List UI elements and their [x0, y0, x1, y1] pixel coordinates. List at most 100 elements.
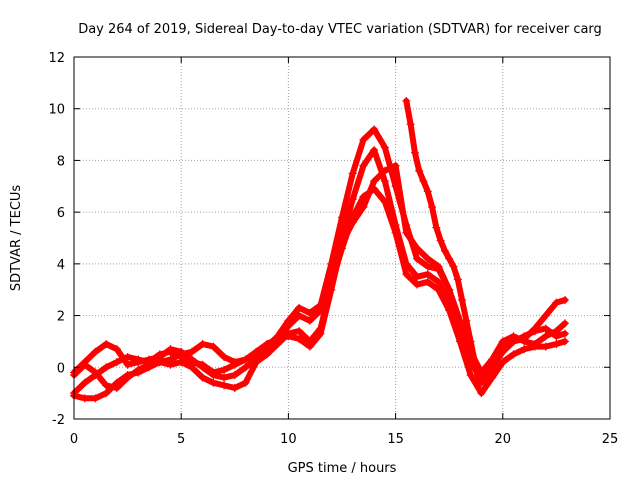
data-point — [102, 340, 111, 349]
data-point — [423, 270, 432, 279]
data-point — [415, 166, 424, 175]
data-point — [220, 365, 229, 374]
data-point — [402, 96, 411, 105]
data-point — [327, 285, 336, 294]
data-point — [462, 316, 471, 325]
data-point — [380, 166, 389, 175]
data-point — [230, 383, 239, 392]
data-point — [273, 334, 282, 343]
y-tick-label: 0 — [57, 361, 65, 376]
data-point — [166, 360, 175, 369]
data-point — [428, 202, 437, 211]
data-point — [348, 169, 357, 178]
y-axis-label: SDTVAR / TECUs — [9, 185, 24, 292]
data-point — [413, 244, 422, 253]
data-point — [80, 394, 89, 403]
data-point — [112, 378, 121, 387]
data-point — [295, 334, 304, 343]
data-point — [560, 296, 569, 305]
data-point — [440, 246, 449, 255]
data-point — [166, 347, 175, 356]
data-point — [520, 332, 529, 341]
y-tick-label: 6 — [57, 206, 65, 221]
data-point — [453, 275, 462, 284]
data-point — [380, 177, 389, 186]
data-point — [348, 195, 357, 204]
data-point — [187, 347, 196, 356]
data-point — [391, 161, 400, 170]
x-tick-label: 0 — [70, 432, 78, 447]
data-point — [155, 358, 164, 367]
data-point — [359, 161, 368, 170]
series-trace-b — [70, 125, 569, 392]
data-point — [560, 337, 569, 346]
plot-border — [73, 56, 611, 420]
series-band — [403, 97, 483, 386]
data-point — [434, 285, 443, 294]
data-point — [198, 360, 207, 369]
y-tick-label: 2 — [57, 310, 65, 325]
data-point — [230, 371, 239, 380]
data-point — [402, 228, 411, 237]
data-point — [423, 254, 432, 263]
data-point — [91, 347, 100, 356]
x-axis-label: GPS time / hours — [288, 461, 397, 476]
data-point — [488, 360, 497, 369]
data-point — [338, 213, 346, 222]
data-point — [123, 352, 132, 361]
data-point — [423, 277, 432, 286]
data-point — [134, 368, 143, 377]
data-point — [520, 345, 529, 354]
data-point — [177, 352, 186, 361]
data-point — [338, 239, 346, 248]
data-point — [552, 340, 561, 349]
data-point — [541, 311, 550, 320]
data-point — [466, 337, 475, 346]
data-point — [458, 296, 467, 305]
y-tick-label: 8 — [57, 154, 65, 169]
data-point — [145, 358, 154, 367]
x-tick-label: 10 — [280, 432, 297, 447]
data-point — [509, 337, 518, 346]
data-point — [423, 187, 432, 196]
data-point — [498, 342, 507, 351]
data-point — [370, 177, 379, 186]
data-point — [380, 197, 389, 206]
data-point — [123, 371, 132, 380]
data-point — [359, 135, 368, 144]
data-point — [541, 324, 550, 333]
data-point — [541, 342, 550, 351]
data-point — [359, 202, 368, 211]
data-point — [327, 259, 336, 268]
data-point — [413, 254, 422, 263]
data-point — [252, 358, 261, 367]
data-point — [305, 342, 314, 351]
data-point — [413, 272, 422, 281]
data-point — [112, 345, 121, 354]
data-point — [552, 298, 561, 307]
data-point — [80, 360, 89, 369]
data-point — [91, 394, 100, 403]
data-point — [541, 332, 550, 341]
data-point — [370, 146, 379, 155]
y-tick-label: 10 — [48, 103, 65, 118]
data-point — [198, 340, 207, 349]
data-point — [552, 332, 561, 341]
data-point — [436, 236, 445, 245]
data-point — [230, 360, 239, 369]
data-point — [187, 358, 196, 367]
data-point — [449, 262, 458, 271]
data-point — [560, 319, 569, 328]
data-point — [102, 381, 111, 390]
x-tick-label: 20 — [495, 432, 512, 447]
data-point — [284, 316, 293, 325]
data-point — [241, 363, 250, 372]
series-trace-d — [70, 161, 569, 398]
data-point — [445, 285, 454, 294]
data-point — [406, 120, 415, 129]
data-point — [475, 378, 484, 387]
data-point — [155, 350, 164, 359]
data-point — [220, 352, 229, 361]
data-point — [445, 306, 454, 315]
data-point — [410, 148, 419, 157]
